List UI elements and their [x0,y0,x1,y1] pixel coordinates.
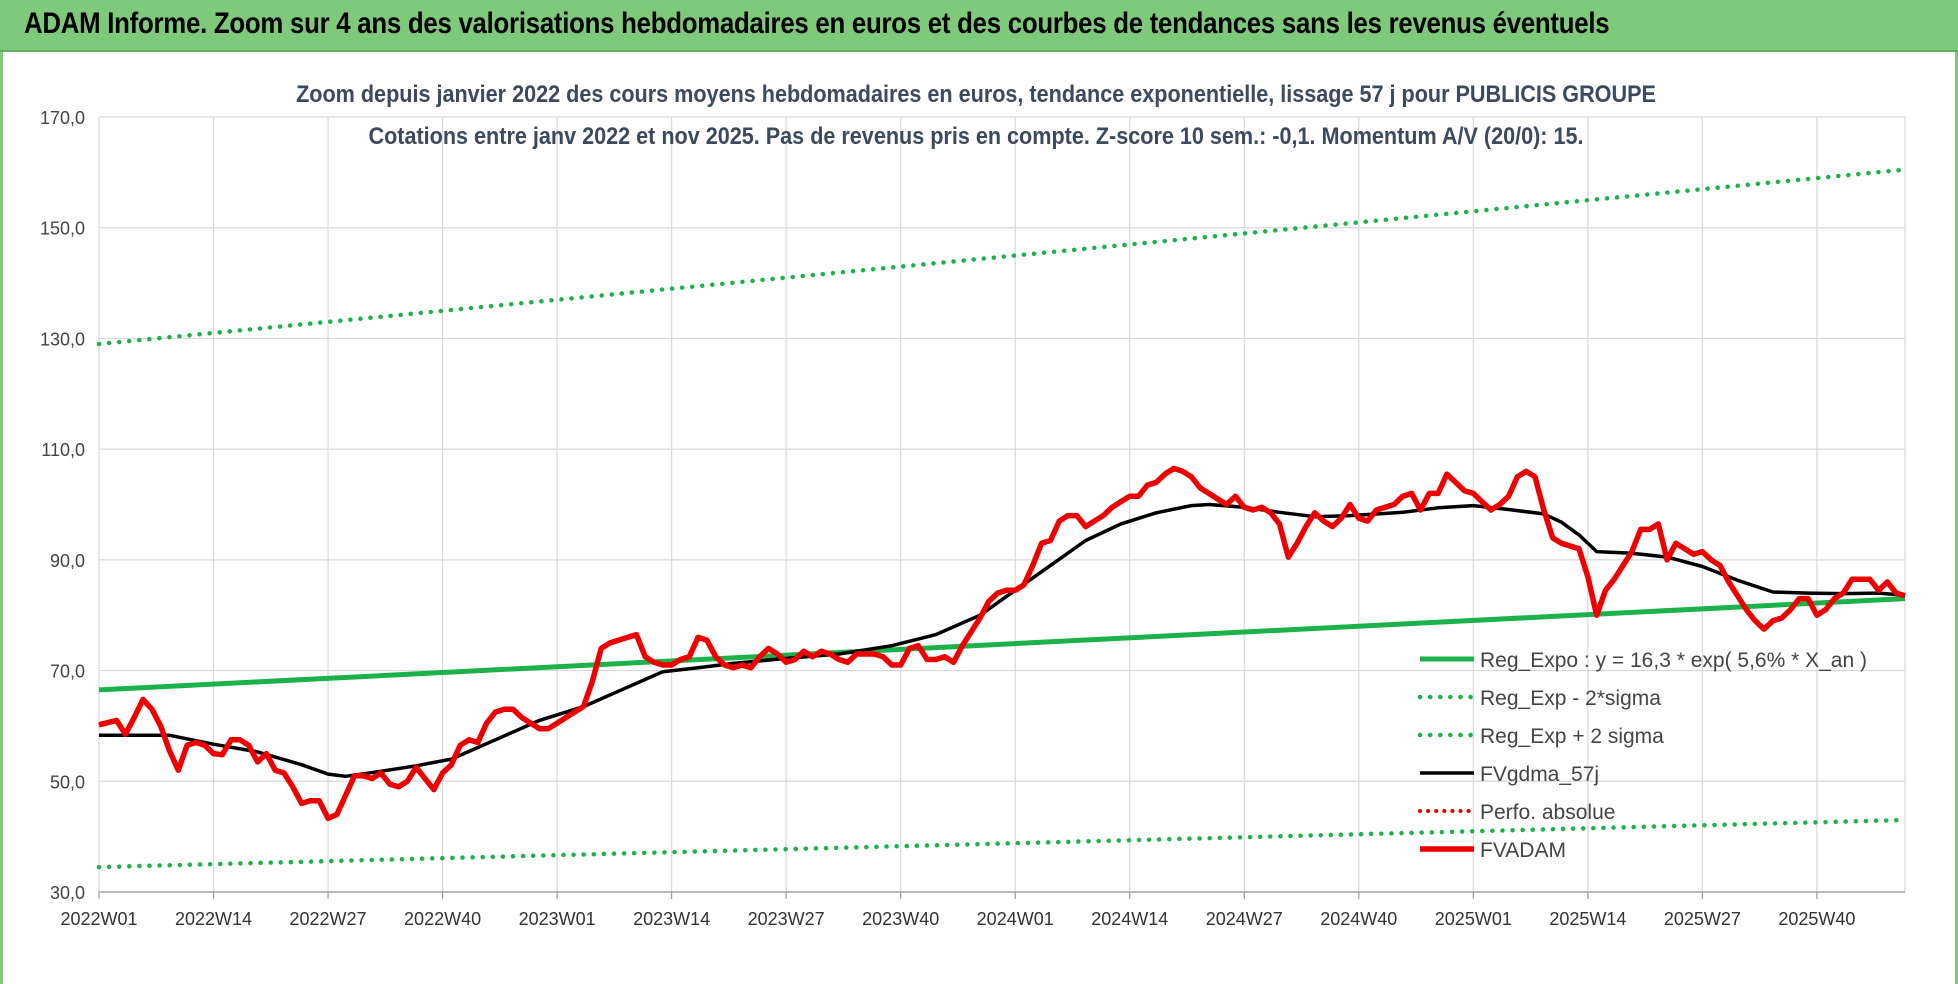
y-tick-label: 130,0 [40,329,85,349]
x-tick-label: 2024W40 [1320,909,1397,929]
y-tick-label: 110,0 [41,440,85,460]
legend: Reg_Expo : y = 16,3 * exp( 5,6% * X_an )… [1417,649,1867,862]
x-tick-label: 2023W27 [748,909,825,929]
x-tick-label: 2023W14 [633,909,710,929]
y-tick-label: 70,0 [50,662,85,682]
x-tick-label: 2023W01 [519,909,596,929]
x-tick-label: 2024W27 [1206,909,1283,929]
legend-label: FVgdma_57j [1480,763,1599,786]
legend-label: Reg_Expo : y = 16,3 * exp( 5,6% * X_an ) [1480,649,1867,672]
x-tick-label: 2025W27 [1664,909,1741,929]
x-tick-label: 2022W14 [175,909,252,929]
series-line-0 [98,596,1906,693]
x-tick-label: 2025W14 [1549,909,1626,929]
axes: 30,0 50,0 70,0 90,0 110,0 130,0 150,0 170,0 2022… [40,108,1905,929]
legend-label: Reg_Exp + 2 sigma [1480,725,1664,748]
legend-label: Perfo. absolue [1480,801,1615,824]
banner-title: ADAM Informe. Zoom sur 4 ans des valoris… [24,7,1610,40]
chart-title-line2: Cotations entre janv 2022 et nov 2025. P… [368,122,1583,149]
series-line-3 [99,502,1906,779]
banner: ADAM Informe. Zoom sur 4 ans des valoris… [0,0,1958,52]
x-tick-label: 2023W40 [862,909,939,929]
x-tick-label: 2022W01 [60,909,137,929]
y-tick-label: 150,0 [40,219,85,239]
y-tick-label: 170,0 [40,108,85,128]
legend-label: FVADAM [1480,839,1566,862]
legend-label: Reg_Exp - 2*sigma [1480,687,1661,710]
y-tick-label: 90,0 [50,551,85,571]
x-tick-label: 2025W01 [1435,909,1512,929]
series-line-1 [96,817,1908,870]
chart-frame [0,52,1958,984]
x-tick-label: 2024W01 [977,909,1054,929]
x-tick-label: 2024W14 [1091,909,1168,929]
chart-title-line1: Zoom depuis janvier 2022 des cours moyen… [296,80,1656,107]
x-tick-label: 2022W27 [290,909,367,929]
series-layer [96,167,1908,870]
series-line-5 [98,465,1906,822]
series-line-2 [96,167,1908,347]
grid [98,116,1906,893]
x-tick-label: 2025W40 [1778,909,1855,929]
y-tick-label: 50,0 [50,772,85,792]
x-tick-label: 2022W40 [404,909,481,929]
y-tick-label: 30,0 [50,883,85,903]
